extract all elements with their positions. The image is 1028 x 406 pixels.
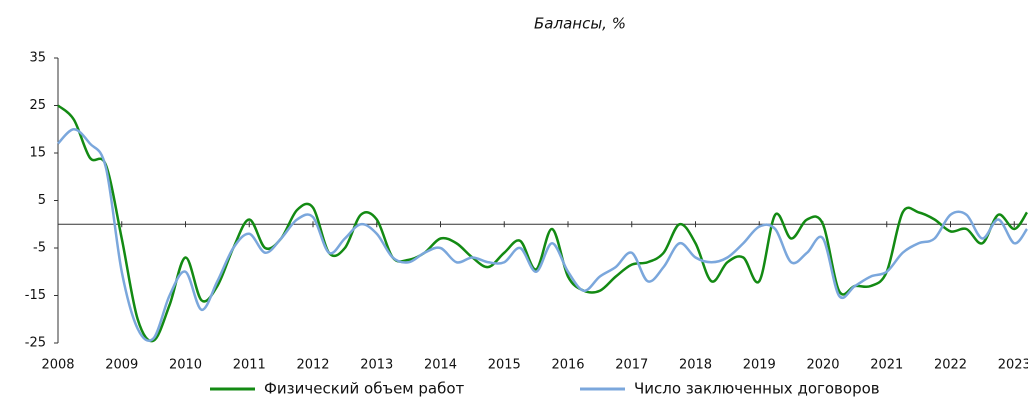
y-tick-label: 15	[29, 146, 46, 161]
x-tick-label: 2011	[233, 358, 266, 373]
x-tick-label: 2022	[934, 358, 967, 373]
x-tick-label: 2009	[105, 358, 138, 373]
y-tick-label: 25	[29, 98, 46, 113]
x-tick-label: 2017	[615, 358, 648, 373]
chart-subtitle: Балансы, %	[534, 15, 626, 33]
y-tick-label: 5	[38, 193, 46, 208]
x-tick-label: 2018	[679, 358, 712, 373]
x-tick-label: 2023	[998, 358, 1028, 373]
y-tick-label: -15	[25, 288, 46, 303]
y-tick-label: -25	[25, 336, 46, 351]
x-tick-label: 2012	[296, 358, 329, 373]
legend-label: Число заключенных договоров	[634, 380, 880, 398]
x-tick-label: 2008	[41, 358, 74, 373]
series-line	[57, 104, 1028, 343]
series-line	[57, 127, 1028, 342]
y-tick-label: 35	[29, 51, 46, 66]
x-tick-label: 2021	[870, 358, 903, 373]
x-tick-label: 2010	[169, 358, 202, 373]
x-tick-label: 2015	[488, 358, 521, 373]
x-tick-label: 2014	[424, 358, 457, 373]
x-tick-label: 2019	[743, 358, 776, 373]
legend-label: Физический объем работ	[264, 380, 465, 398]
x-tick-label: 2013	[360, 358, 393, 373]
x-tick-label: 2020	[806, 358, 839, 373]
x-tick-label: 2016	[551, 358, 584, 373]
y-tick-label: -5	[33, 241, 46, 256]
